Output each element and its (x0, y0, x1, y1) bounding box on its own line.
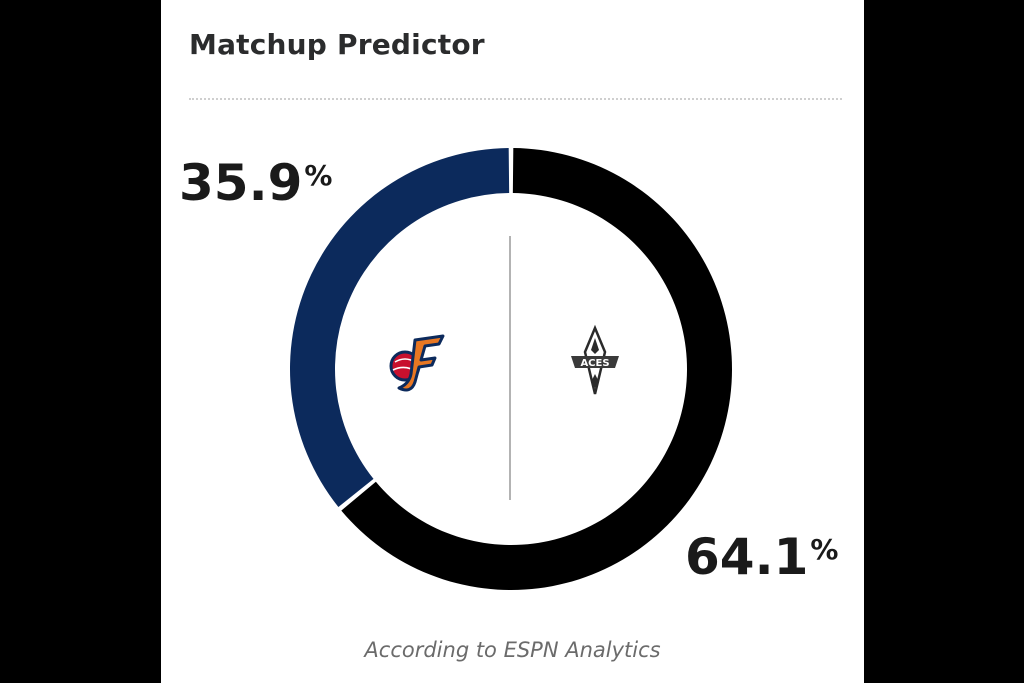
away-pct-value: 64.1 (685, 528, 809, 586)
slice-aces (341, 148, 732, 590)
away-pct-sign: % (810, 533, 839, 566)
home-pct-sign: % (304, 159, 333, 192)
title-divider (189, 98, 842, 100)
slice-fever (290, 148, 510, 507)
svg-text:ACES: ACES (580, 358, 609, 369)
aces-logo-icon: ACES (571, 324, 619, 395)
donut-chart: ACES (290, 148, 732, 590)
matchup-predictor-card: Matchup Predictor ACES 35.9% 64.1% Accor… (161, 0, 864, 683)
home-win-probability: 35.9% (179, 158, 332, 208)
analytics-footnote: According to ESPN Analytics (364, 638, 661, 662)
widget-title: Matchup Predictor (189, 28, 485, 61)
away-win-probability: 64.1% (685, 532, 838, 582)
home-pct-value: 35.9 (179, 154, 303, 212)
fever-logo-icon (389, 334, 445, 392)
